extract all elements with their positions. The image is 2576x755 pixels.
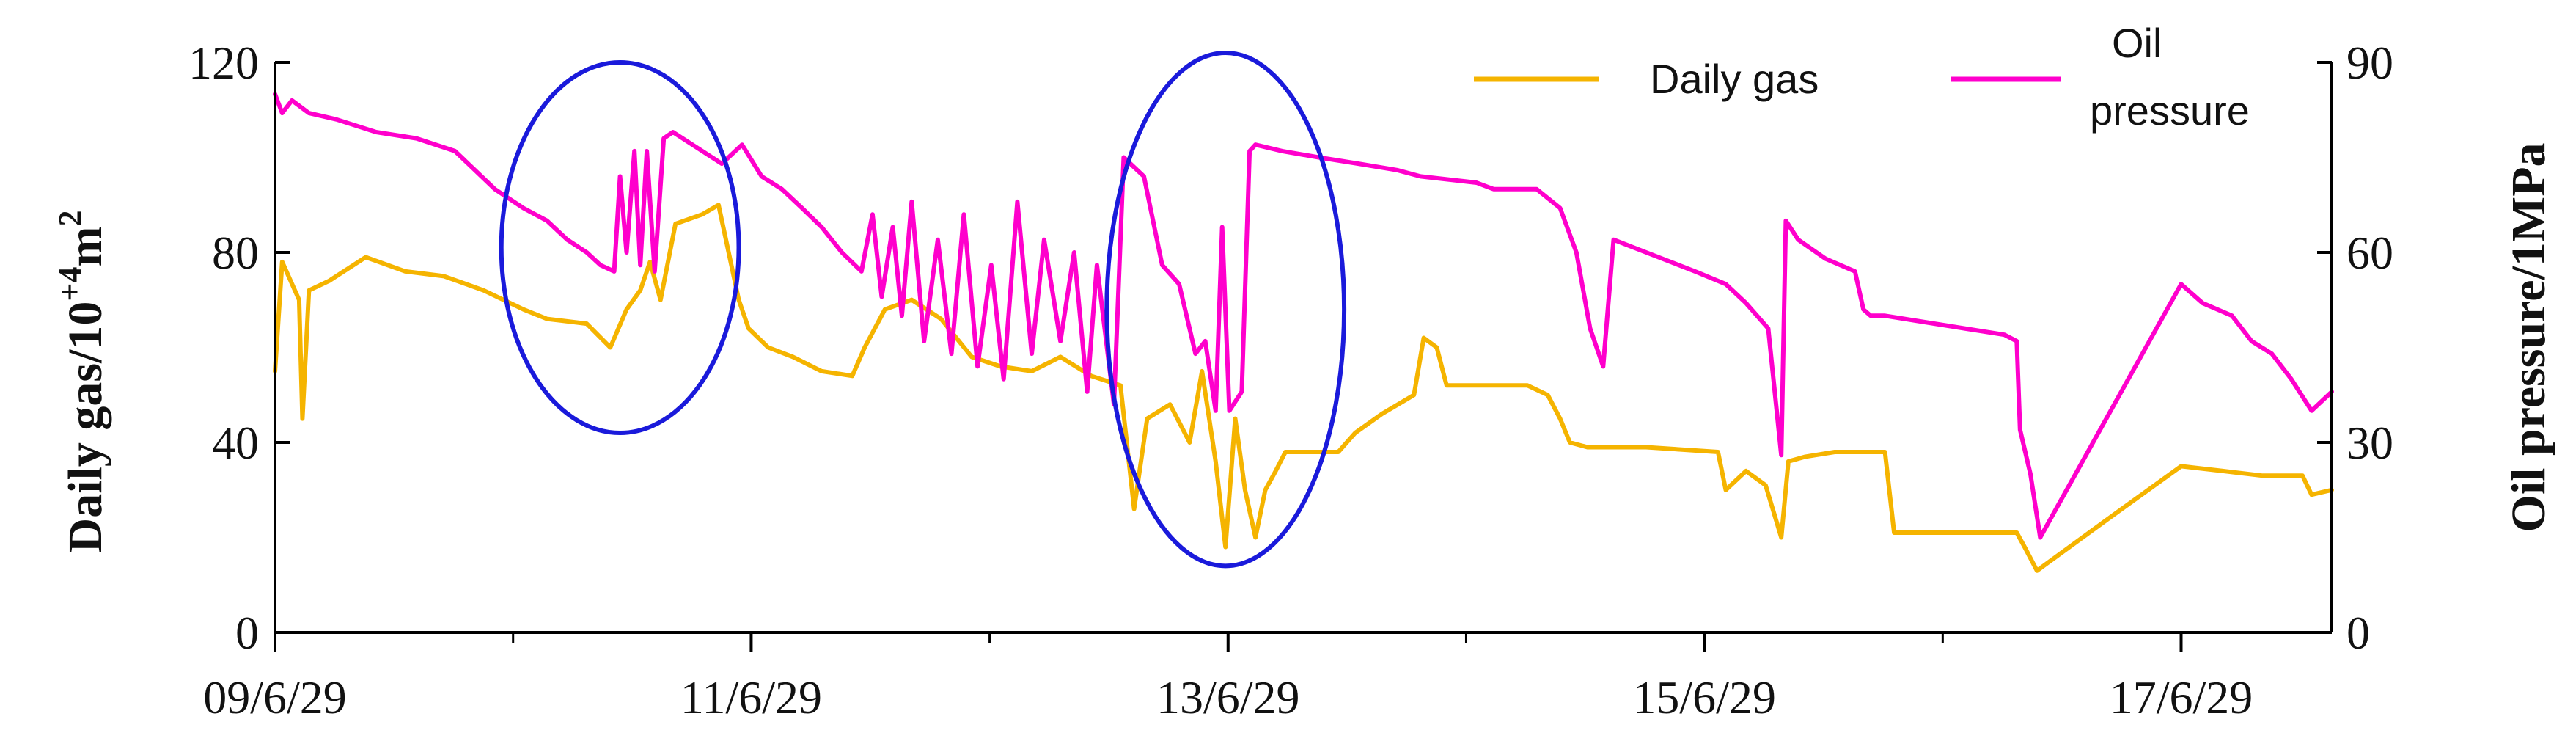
left-axis-tick-label: 40 (212, 417, 259, 469)
legend-daily-gas-label: Daily gas (1650, 56, 1819, 102)
right-axis-tick-label: 0 (2346, 607, 2370, 659)
x-axis-tick-label: 17/6/29 (2110, 671, 2253, 723)
series-line-oil-pressure (273, 92, 2334, 540)
x-axis-tick-label: 15/6/29 (1632, 671, 1776, 723)
right-axis-title: Oil pressure/1MPa (2502, 142, 2555, 532)
series-line-daily-gas (273, 203, 2334, 573)
axes: 0 40 80 120 0 30 60 90 09/6/29 11/6/29 13/6/29 15/6… (188, 37, 2393, 723)
annotation-ellipse-2 (1104, 51, 1347, 569)
x-axis-tick-label: 11/6/29 (680, 671, 822, 723)
right-axis-tick-label: 90 (2346, 37, 2393, 89)
left-axis-tick-label: 120 (188, 37, 259, 89)
legend-oil-pressure-label-line1: Oil (2112, 20, 2162, 66)
right-axis-tick-label: 30 (2346, 417, 2393, 469)
series-layer (273, 92, 2334, 573)
annotation-ellipse-1 (499, 60, 741, 436)
x-axis-tick-label: 09/6/29 (203, 671, 347, 723)
left-axis-tick-label: 80 (212, 227, 259, 279)
legend: Daily gas Oil pressure (1474, 20, 2250, 134)
left-axis-title: Daily gas/10+4m2 (52, 211, 112, 553)
left-axis-tick-label: 0 (235, 607, 259, 659)
legend-oil-pressure-label-line2: pressure (2090, 87, 2250, 134)
annotation-layer (499, 51, 1347, 569)
right-axis-tick-label: 60 (2346, 227, 2393, 279)
x-axis-tick-label: 13/6/29 (1156, 671, 1300, 723)
